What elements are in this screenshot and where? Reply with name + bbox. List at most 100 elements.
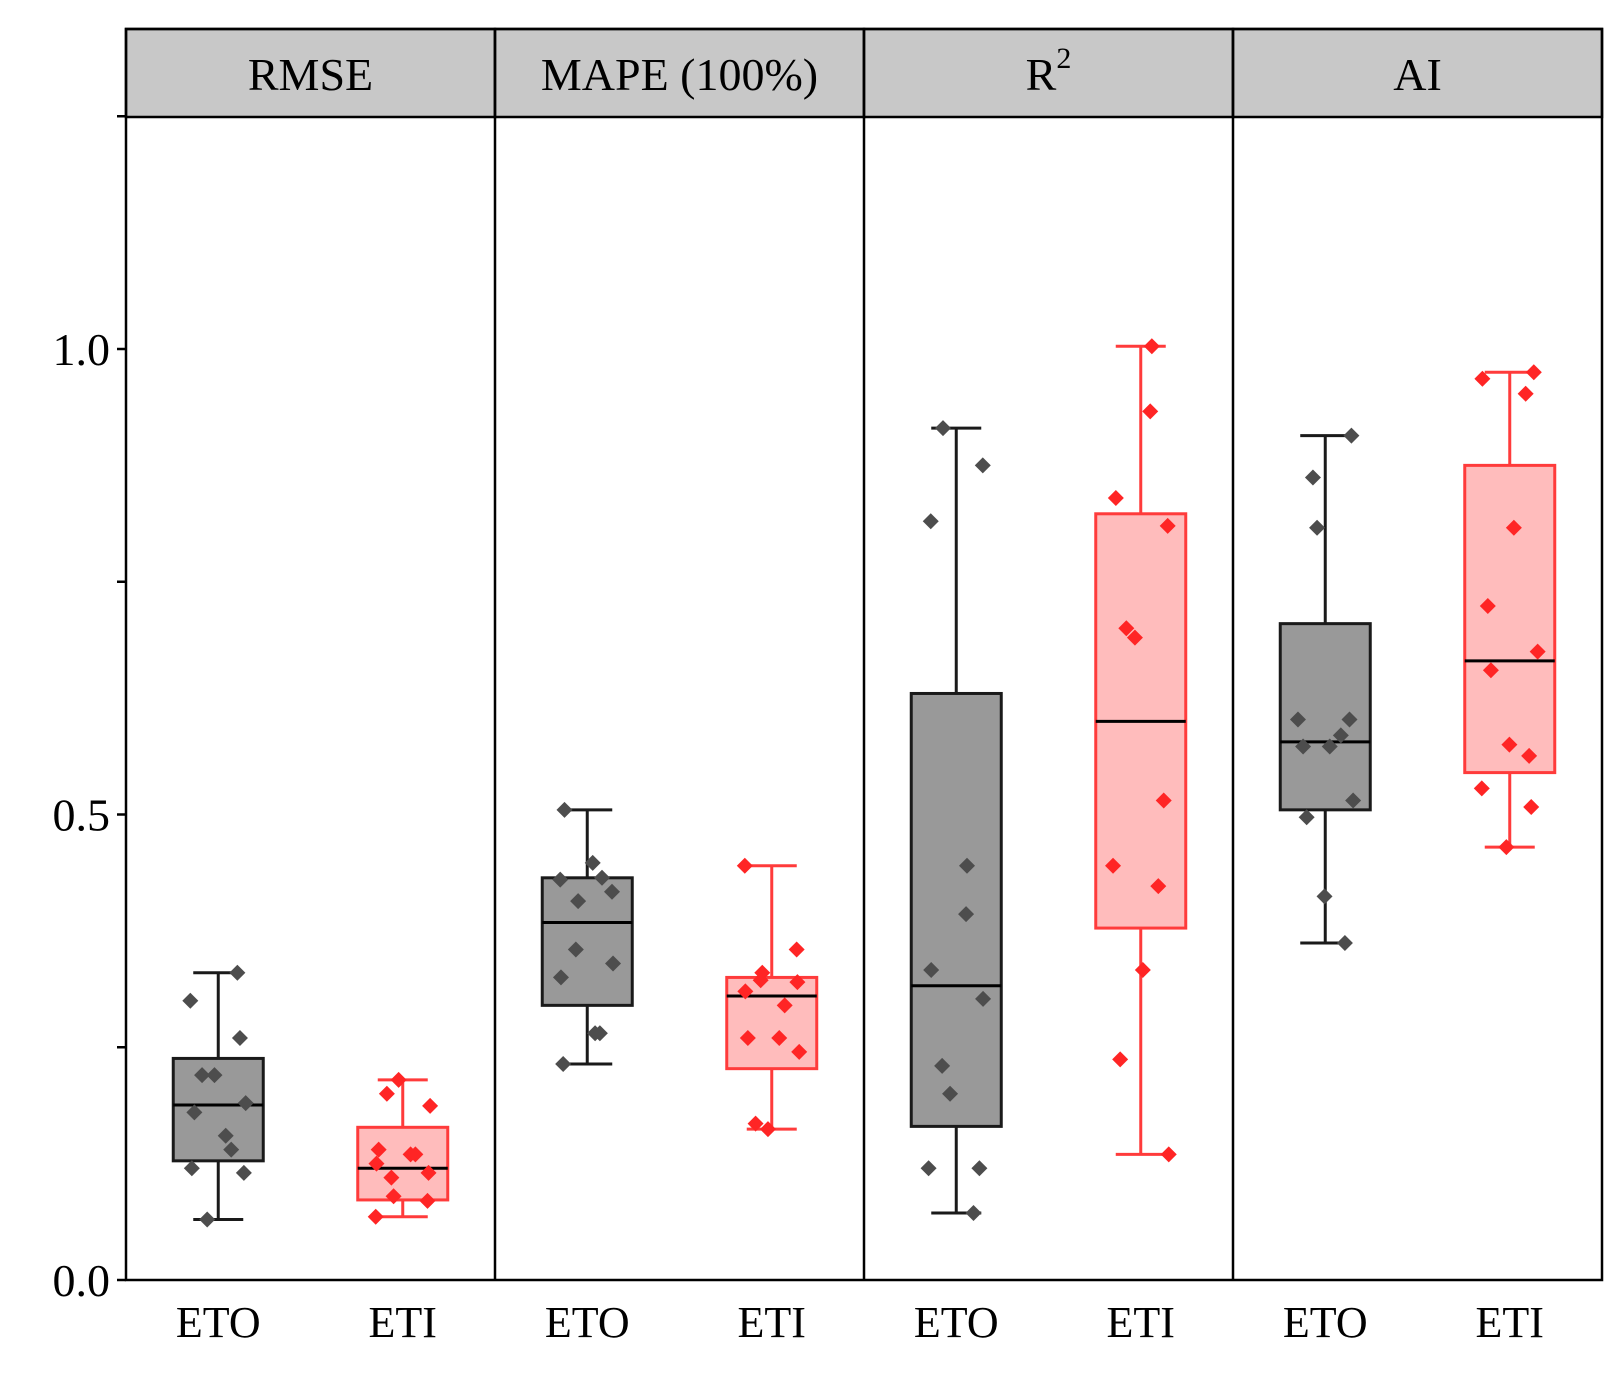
- data-point: [1482, 662, 1499, 679]
- data-point: [587, 1025, 604, 1042]
- data-point: [1343, 427, 1360, 444]
- data-point: [223, 1141, 240, 1158]
- data-point: [383, 1169, 400, 1186]
- box-eti: [725, 857, 819, 1138]
- data-point: [920, 1160, 937, 1177]
- data-point: [194, 1067, 211, 1084]
- data-point: [367, 1208, 384, 1225]
- x-tick-label: ETO: [914, 1298, 999, 1347]
- data-point: [958, 906, 975, 923]
- data-point: [378, 1085, 395, 1102]
- data-point: [1289, 711, 1306, 728]
- box-eto: [540, 801, 634, 1073]
- data-point: [1505, 519, 1522, 536]
- data-point: [1498, 839, 1515, 856]
- data-point: [1517, 385, 1534, 402]
- data-point: [971, 1160, 988, 1177]
- data-point: [186, 1104, 203, 1121]
- data-point: [1134, 961, 1151, 978]
- data-point: [390, 1071, 407, 1088]
- box-eti: [1094, 338, 1188, 1163]
- data-point: [199, 1211, 216, 1228]
- data-point: [420, 1164, 437, 1181]
- panel-3: AI ETO ETI: [1231, 27, 1604, 1347]
- box-eto: [909, 420, 1003, 1221]
- data-point: [1112, 1051, 1129, 1068]
- data-point: [1321, 738, 1338, 755]
- data-point: [603, 883, 620, 900]
- data-point: [593, 869, 610, 886]
- data-point: [1150, 878, 1167, 895]
- data-point: [1142, 403, 1159, 420]
- data-point: [1316, 888, 1333, 905]
- data-point: [1105, 857, 1122, 874]
- data-point: [759, 1121, 776, 1138]
- data-point: [747, 1115, 764, 1132]
- data-point: [407, 1146, 424, 1163]
- y-tick-label: 1.0: [53, 324, 111, 375]
- data-point: [1155, 792, 1172, 809]
- data-point: [1143, 338, 1160, 355]
- panel-title: AI: [1393, 49, 1442, 100]
- data-point: [235, 1164, 252, 1181]
- data-point: [237, 1095, 254, 1112]
- data-point: [739, 1029, 756, 1046]
- data-point: [1341, 711, 1358, 728]
- box-iqr: [909, 691, 1003, 1128]
- data-point: [1309, 519, 1326, 536]
- data-point: [965, 1204, 982, 1221]
- data-point: [422, 1097, 439, 1114]
- data-point: [1159, 517, 1176, 534]
- x-tick-label: ETO: [176, 1298, 261, 1347]
- box-eti: [356, 1071, 450, 1225]
- data-point: [419, 1192, 436, 1209]
- x-tick-label: ETO: [545, 1298, 630, 1347]
- data-point: [934, 1057, 951, 1074]
- box-eto: [1278, 427, 1372, 951]
- x-tick-label: ETI: [369, 1298, 437, 1347]
- data-point: [752, 972, 769, 989]
- data-point: [942, 1085, 959, 1102]
- panel-title: RMSE: [248, 49, 373, 100]
- data-point: [370, 1141, 387, 1158]
- data-point: [1295, 738, 1312, 755]
- panel-title: MAPE (100%): [541, 49, 818, 100]
- box-iqr: [1463, 463, 1557, 775]
- data-point: [1529, 643, 1546, 660]
- x-tick-label: ETI: [738, 1298, 806, 1347]
- data-point: [605, 955, 622, 972]
- data-point: [555, 1056, 572, 1073]
- y-axis: 0.0 0.5 1.0: [53, 115, 126, 1306]
- panel-header: [493, 27, 866, 119]
- data-point: [1473, 780, 1490, 797]
- data-point: [1501, 736, 1518, 753]
- data-point: [958, 857, 975, 874]
- data-point: [385, 1188, 402, 1205]
- data-point: [1345, 792, 1362, 809]
- data-point: [217, 1127, 234, 1144]
- data-point: [1336, 934, 1353, 951]
- plot-frame: [124, 27, 1604, 1282]
- data-point: [206, 1067, 223, 1084]
- data-point: [776, 997, 793, 1014]
- data-point: [229, 964, 246, 981]
- box-eti: [1463, 364, 1557, 856]
- data-point: [183, 1160, 200, 1177]
- y-tick-label: 0.5: [53, 790, 111, 841]
- data-point: [182, 992, 199, 1009]
- data-point: [1332, 727, 1349, 744]
- y-tick-label: 0.0: [53, 1255, 111, 1306]
- data-point: [552, 871, 569, 888]
- data-point: [567, 941, 584, 958]
- data-point: [934, 420, 951, 437]
- data-point: [570, 893, 587, 910]
- data-point: [1474, 370, 1491, 387]
- box-iqr: [356, 1125, 450, 1202]
- data-point: [1479, 597, 1496, 614]
- data-point: [1118, 620, 1135, 637]
- data-point: [1126, 629, 1143, 646]
- box-eto: [171, 964, 265, 1228]
- panel-title-superscript: 2: [1056, 42, 1071, 75]
